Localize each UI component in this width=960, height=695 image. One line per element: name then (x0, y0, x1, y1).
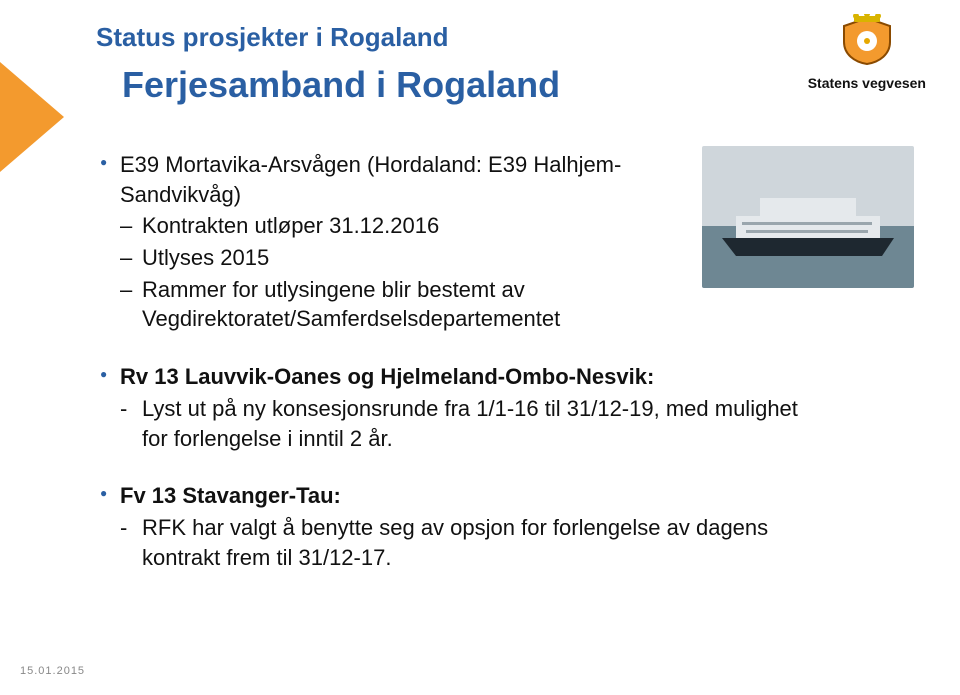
list-item: E39 Mortavika-Arsvågen (Hordaland: E39 H… (100, 150, 900, 334)
vegvesen-logo-icon (836, 14, 898, 66)
bullet-head: Rv 13 Lauvvik-Oanes og Hjelmeland-Ombo-N… (120, 364, 654, 389)
content-body: E39 Mortavika-Arsvågen (Hordaland: E39 H… (100, 150, 900, 600)
list-item: Fv 13 Stavanger-Tau: RFK har valgt å ben… (100, 481, 900, 572)
logo-area: Statens vegvesen (808, 14, 926, 91)
bullet-list: E39 Mortavika-Arsvågen (Hordaland: E39 H… (100, 150, 900, 572)
slide: Status prosjekter i Rogaland Ferjesamban… (0, 0, 960, 695)
corner-triangle-accent (0, 62, 64, 172)
header-main-title: Ferjesamband i Rogaland (122, 64, 560, 106)
footer-date: 15.01.2015 (20, 665, 85, 677)
header-small-title: Status prosjekter i Rogaland (96, 22, 449, 53)
list-sub-item: Utlyses 2015 (120, 243, 670, 273)
list-sub-item: Rammer for utlysingene blir bestemt av V… (120, 275, 602, 334)
list-sub-item: Lyst ut på ny konsesjonsrunde fra 1/1-16… (120, 394, 802, 453)
logo-label: Statens vegvesen (808, 75, 926, 91)
list-sub-item: Kontrakten utløper 31.12.2016 (120, 211, 670, 241)
bullet-head: Fv 13 Stavanger-Tau: (120, 483, 341, 508)
list-sub-item: RFK har valgt å benytte seg av opsjon fo… (120, 513, 802, 572)
list-item: Rv 13 Lauvvik-Oanes og Hjelmeland-Ombo-N… (100, 362, 900, 453)
bullet-head: E39 Mortavika-Arsvågen (Hordaland: E39 H… (120, 152, 621, 207)
